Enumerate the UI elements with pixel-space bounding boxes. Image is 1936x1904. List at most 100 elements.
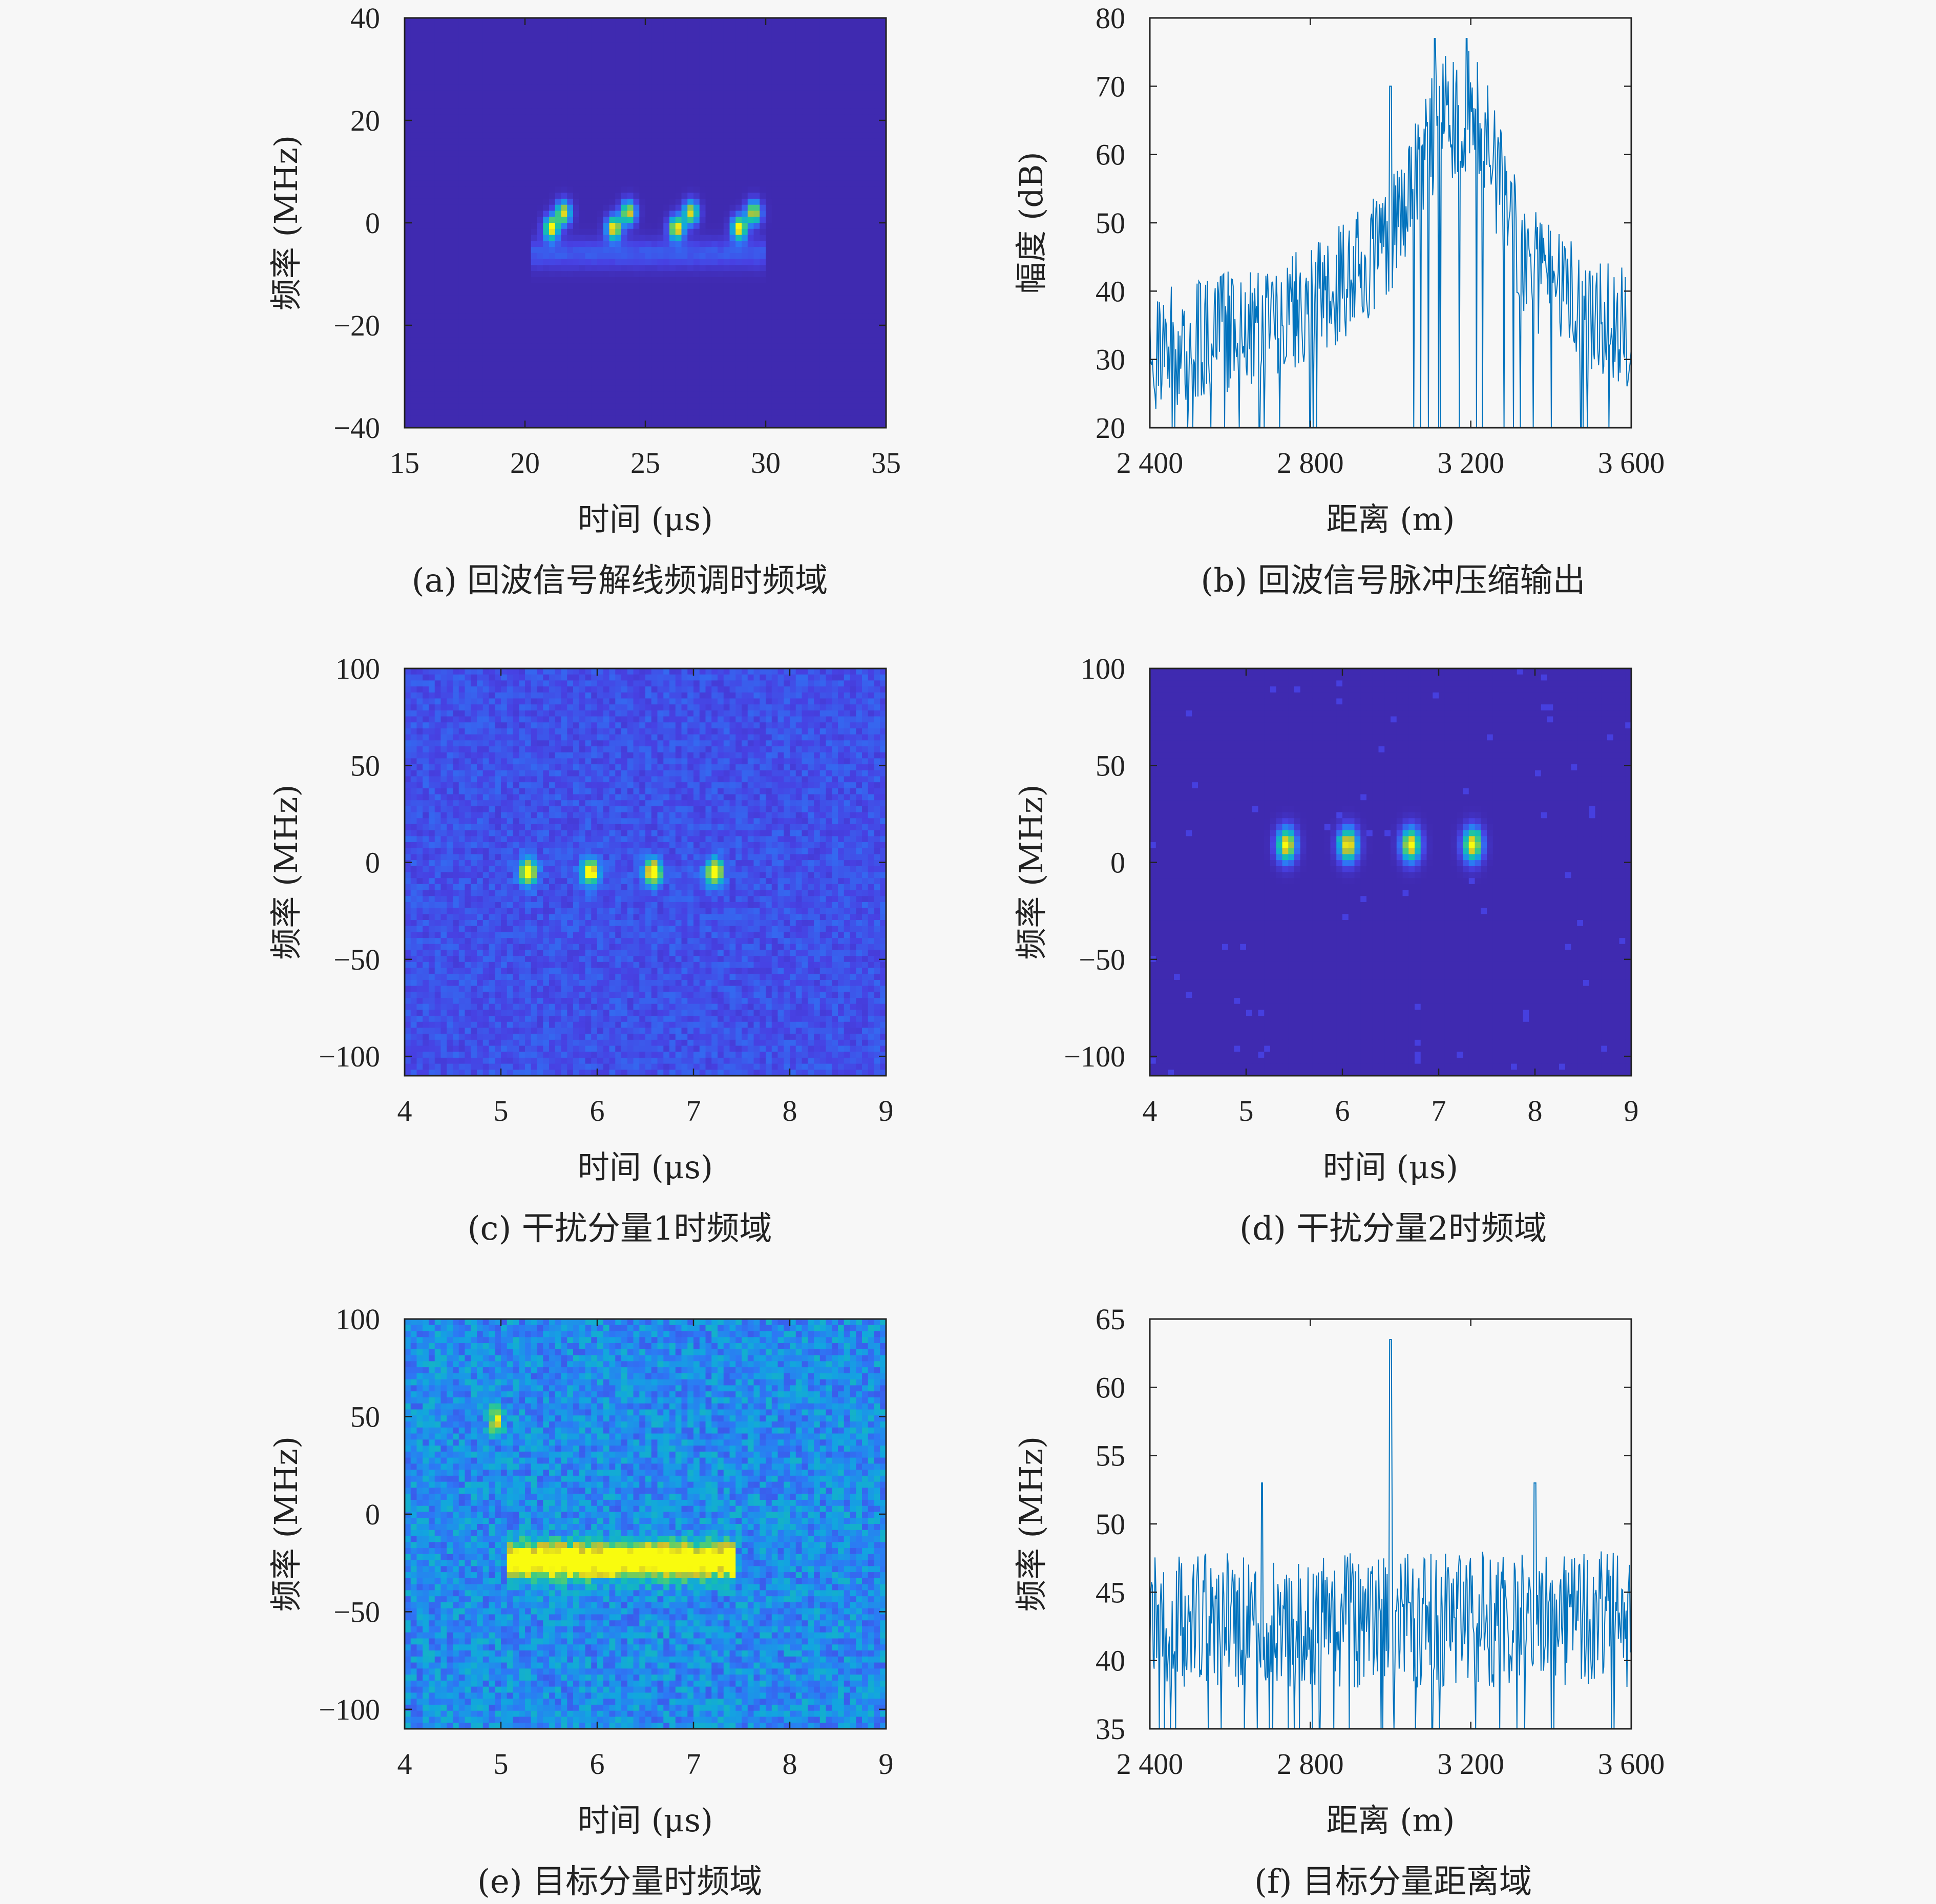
heatmap-cell [874, 343, 880, 349]
heatmap-cell [585, 36, 592, 42]
heatmap-cell [471, 391, 477, 397]
heatmap-cell [543, 181, 549, 187]
heatmap-cell [687, 253, 693, 259]
heatmap-cell [693, 380, 700, 386]
heatmap-cell [724, 331, 730, 338]
heatmap-cell [700, 42, 706, 48]
heatmap-cell [808, 289, 814, 295]
heatmap-cell [477, 307, 483, 313]
heatmap-cell [579, 193, 585, 199]
heatmap-cell [507, 373, 513, 380]
heatmap-cell [441, 211, 447, 217]
heatmap-cell [549, 102, 555, 109]
heatmap-cell [634, 108, 640, 114]
heatmap-cell [790, 120, 796, 127]
heatmap-cell [567, 362, 573, 368]
heatmap-cell [513, 151, 519, 157]
heatmap-cell [778, 301, 784, 307]
heatmap-cell [724, 193, 730, 199]
heatmap-cell [766, 338, 772, 344]
heatmap-cell [651, 205, 658, 211]
heatmap-cell [453, 30, 459, 36]
heatmap-cell [621, 253, 627, 259]
heatmap-cell [573, 259, 579, 265]
heatmap-cell [802, 133, 808, 139]
heatmap-cell [579, 162, 585, 169]
heatmap-cell [718, 235, 724, 241]
heatmap-cell [483, 247, 489, 253]
heatmap-cell [585, 265, 592, 271]
heatmap-cell [700, 199, 706, 205]
heatmap-cell [429, 157, 435, 163]
heatmap-cell [718, 66, 724, 72]
heatmap-cell [555, 277, 561, 283]
heatmap-cell [477, 108, 483, 114]
heatmap-cell [718, 229, 724, 235]
heatmap-cell [832, 96, 838, 102]
heatmap-cell [748, 349, 754, 355]
heatmap-cell [405, 229, 411, 235]
heatmap-cell [495, 259, 501, 265]
heatmap-cell [585, 331, 592, 338]
heatmap-cell [591, 271, 597, 277]
heatmap-cell [862, 84, 868, 90]
heatmap-cell [742, 223, 748, 229]
heatmap-cell [838, 120, 844, 127]
heatmap-cell [465, 24, 471, 30]
heatmap-cell [676, 133, 682, 139]
heatmap-cell [658, 283, 664, 289]
heatmap-cell [597, 96, 603, 102]
heatmap-cell [718, 96, 724, 102]
heatmap-cell [423, 162, 429, 169]
heatmap-cell [748, 283, 754, 289]
heatmap-cell [537, 367, 543, 373]
heatmap-cell [609, 211, 616, 217]
heatmap-cell [639, 307, 645, 313]
heatmap-cell [573, 90, 579, 96]
heatmap-cell [423, 265, 429, 271]
heatmap-cell [501, 120, 507, 127]
heatmap-cell [465, 247, 471, 253]
heatmap-cell [615, 355, 621, 362]
heatmap-cell [808, 114, 814, 120]
heatmap-cell [802, 313, 808, 319]
heatmap-cell [772, 205, 778, 211]
heatmap-cell [735, 96, 742, 102]
heatmap-cell [790, 313, 796, 319]
heatmap-cell [417, 157, 423, 163]
heatmap-cell [784, 42, 790, 48]
heatmap-cell [856, 325, 862, 331]
heatmap-cell [663, 175, 669, 181]
heatmap-cell [561, 235, 567, 241]
heatmap-cell [609, 313, 616, 319]
heatmap-cell [471, 66, 477, 72]
heatmap-cell [754, 295, 760, 301]
heatmap-cell [772, 235, 778, 241]
heatmap-cell [772, 325, 778, 331]
heatmap-cell [411, 96, 417, 102]
heatmap-cell [754, 138, 760, 144]
heatmap-cell [447, 199, 453, 205]
heatmap-cell [435, 144, 441, 151]
heatmap-cell [742, 271, 748, 277]
heatmap-cell [615, 102, 621, 109]
heatmap-cell [621, 42, 627, 48]
heatmap-cell [856, 193, 862, 199]
heatmap-cell [790, 30, 796, 36]
heatmap-cell [549, 193, 555, 199]
heatmap-cell [663, 181, 669, 187]
heatmap-cell [735, 157, 742, 163]
heatmap-cell [543, 144, 549, 151]
heatmap-cell [682, 72, 688, 78]
heatmap-cell [856, 373, 862, 380]
heatmap-cell [411, 362, 417, 368]
heatmap-cell [820, 84, 826, 90]
heatmap-cell [645, 223, 651, 229]
heatmap-cell [615, 30, 621, 36]
heatmap-cell [435, 84, 441, 90]
heatmap-cell [603, 313, 609, 319]
heatmap-cell [772, 223, 778, 229]
heatmap-cell [784, 386, 790, 392]
heatmap-cell [820, 343, 826, 349]
heatmap-cell [718, 108, 724, 114]
